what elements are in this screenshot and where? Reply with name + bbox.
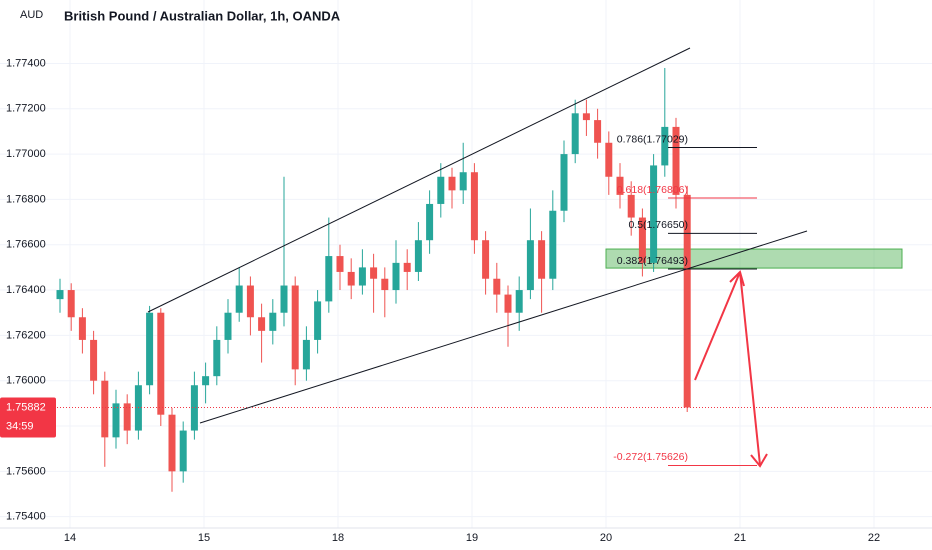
candle-body <box>526 240 534 291</box>
candle-body <box>90 339 98 381</box>
y-tick-label: 1.76000 <box>6 375 46 387</box>
candle-body <box>280 285 288 313</box>
x-tick-label: 19 <box>466 532 478 544</box>
candle-body <box>627 194 635 218</box>
candle-body <box>594 120 602 143</box>
candle-body <box>258 317 266 331</box>
x-tick-label: 18 <box>332 532 344 544</box>
y-tick-label: 1.77200 <box>6 103 46 115</box>
y-tick-label: 1.76800 <box>6 193 46 205</box>
candle-body <box>661 126 669 166</box>
candle-body <box>224 312 232 340</box>
plot: 0.786(1.77029) 0.618(1.76806) 0.5(1.76650)… <box>0 67 932 492</box>
candle-body <box>650 165 658 263</box>
candle-body <box>616 176 624 195</box>
candle-body <box>560 154 568 211</box>
y-tick-label: 1.76600 <box>6 239 46 251</box>
candle-body <box>358 267 366 286</box>
candle-body <box>347 271 355 286</box>
candle-body <box>538 240 546 279</box>
candle-body <box>470 172 478 241</box>
candle-body <box>515 290 523 313</box>
candle-body <box>202 376 210 386</box>
channel-upper <box>147 47 691 313</box>
arrow-head <box>729 270 745 287</box>
candle-body <box>605 142 613 177</box>
channel-lower <box>199 230 808 424</box>
candle-body <box>549 210 557 279</box>
candle-body <box>67 290 75 318</box>
fib-label: -0.272(1.75626) <box>613 451 688 463</box>
y-tick-label: 1.77000 <box>6 148 46 160</box>
candle-body <box>638 217 646 263</box>
chart-title: British Pound / Australian Dollar, 1h, O… <box>64 8 341 23</box>
candle-body <box>672 126 680 195</box>
candle-body <box>325 256 333 302</box>
candle-body <box>448 176 456 191</box>
candle-body <box>78 317 86 340</box>
fib-label: 0.5(1.76650) <box>628 219 688 231</box>
candle-body <box>123 403 131 431</box>
candle-body <box>482 240 490 279</box>
candle-body <box>437 176 445 204</box>
candle-body <box>179 430 187 472</box>
candle-body <box>302 339 310 370</box>
fib-label: 0.618(1.76806) <box>617 184 688 196</box>
x-tick-label: 15 <box>198 532 210 544</box>
candle-body <box>381 278 389 291</box>
candle-body <box>336 256 344 272</box>
candle-body <box>504 294 512 313</box>
candle-body <box>246 285 254 318</box>
countdown-label: 34:59 <box>6 420 34 432</box>
candle-body <box>146 312 154 386</box>
y-tick-label: 1.75600 <box>6 465 46 477</box>
last-price-label: 1.75882 <box>6 401 46 413</box>
candle-body <box>56 290 64 300</box>
currency-label: AUD <box>20 9 43 21</box>
candle-body <box>370 267 378 279</box>
candle-body <box>168 414 176 472</box>
candle-body <box>426 203 434 241</box>
candle-body <box>683 194 691 408</box>
fib-label: 0.786(1.77029) <box>617 133 688 145</box>
candle-body <box>582 113 590 121</box>
candle-body <box>157 312 165 415</box>
candle-body <box>414 240 422 272</box>
last-price-box <box>0 397 56 438</box>
candle-body <box>314 301 322 340</box>
candle-body <box>112 403 120 438</box>
candle-body <box>291 285 299 370</box>
y-tick-label: 1.77400 <box>6 57 46 69</box>
candle-body <box>213 339 221 377</box>
zone <box>605 248 903 269</box>
candle-body <box>190 385 198 431</box>
candle-body <box>403 262 411 272</box>
candle-body <box>101 380 109 438</box>
candle-body <box>392 262 400 291</box>
y-tick-label: 1.75400 <box>6 511 46 523</box>
fib-label: 0.382(1.76493) <box>617 255 688 267</box>
candle-body <box>269 312 277 331</box>
x-tick-label: 21 <box>734 532 746 544</box>
y-tick-label: 1.76400 <box>6 284 46 296</box>
x-tick-label: 22 <box>868 532 880 544</box>
candle-body <box>459 172 467 191</box>
drawings <box>147 47 808 468</box>
y-tick-label: 1.76200 <box>6 329 46 341</box>
candle-body <box>235 285 243 313</box>
arrow-head <box>750 453 768 468</box>
x-tick-label: 20 <box>600 532 612 544</box>
candle-body <box>493 278 501 295</box>
candle-body <box>571 113 579 155</box>
x-tick-label: 14 <box>64 532 76 544</box>
axes: 1.77400 1.77200 1.77000 1.76800 1.76600 1.764… <box>0 57 932 544</box>
